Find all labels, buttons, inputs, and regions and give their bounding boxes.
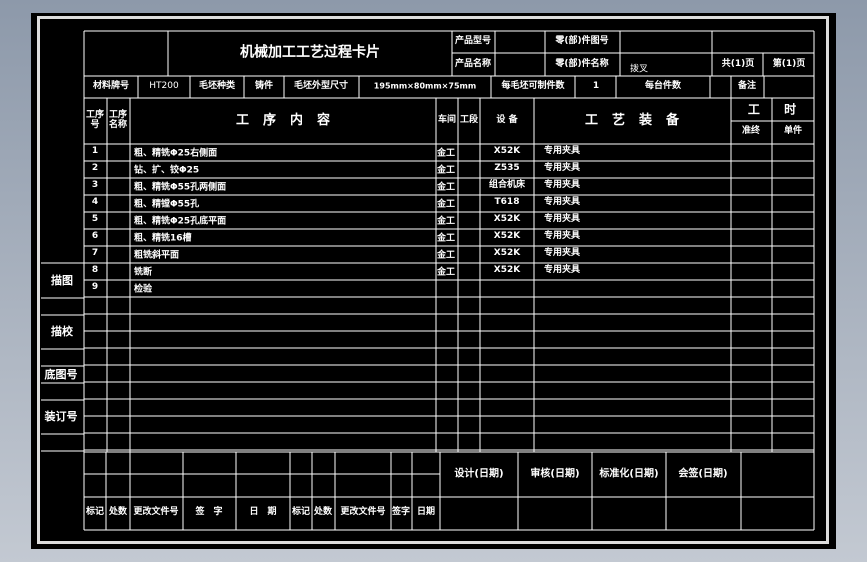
op-equipment: Z535 (494, 163, 520, 174)
parts-per-unit-label: 每台件数 (644, 81, 682, 92)
op-tooling: 专用夹具 (543, 214, 581, 225)
op-content: 粗、精铣Φ25孔底平面 (134, 216, 227, 227)
card-title: 机械加工工艺过程卡片 (240, 44, 380, 61)
op-tooling: 专用夹具 (543, 231, 581, 242)
signoff-countersign: 会签(日期) (678, 468, 728, 480)
part-no-label: 零(部)件图号 (555, 36, 609, 47)
op-tooling: 专用夹具 (543, 265, 581, 276)
op-equipment: 组合机床 (488, 180, 526, 191)
op-content: 钻、扩、铰Φ25 (134, 165, 200, 176)
material-label: 材料牌号 (92, 81, 130, 92)
revision-change-doc-2: 更改文件号 (340, 507, 386, 518)
header-time: 工 时 (747, 102, 807, 117)
op-number: 6 (91, 231, 99, 242)
op-number: 2 (91, 163, 99, 174)
material-value: HT200 (149, 81, 179, 92)
op-number: 7 (91, 248, 99, 259)
blank-size-label: 毛坯外型尺寸 (293, 81, 349, 92)
op-number: 4 (91, 197, 99, 208)
revision-signature: 签 字 (195, 507, 223, 518)
revision-date-2: 日期 (416, 507, 436, 518)
op-workshop: 金工 (437, 267, 456, 278)
op-workshop: 金工 (437, 233, 456, 244)
parts-per-blank-value: 1 (592, 81, 600, 92)
header-tooling: 工艺装备 (584, 112, 694, 128)
op-content: 粗、精镗Φ55孔 (134, 199, 200, 210)
side-label-binding-no: 装订号 (44, 409, 78, 423)
op-number: 8 (91, 265, 99, 276)
op-equipment: X52K (493, 146, 521, 157)
op-equipment: X52K (493, 265, 521, 276)
op-equipment: X52K (493, 248, 521, 259)
op-tooling: 专用夹具 (543, 197, 581, 208)
header-equipment: 设 备 (496, 115, 518, 126)
op-workshop: 金工 (437, 199, 456, 210)
revision-signature-2: 签字 (391, 507, 411, 518)
op-content: 铣断 (134, 267, 153, 278)
op-workshop: 金工 (437, 250, 456, 261)
page-number: 第(1)页 (772, 59, 806, 70)
revision-date: 日 期 (249, 507, 277, 518)
op-content: 粗铣斜平面 (134, 250, 180, 261)
remarks-label: 备注 (737, 81, 757, 92)
op-equipment: X52K (493, 214, 521, 225)
drawing-border (37, 16, 829, 544)
drawing-sheet (31, 13, 836, 549)
product-name-label: 产品名称 (454, 59, 492, 70)
side-label-tracing-check: 描校 (51, 324, 73, 338)
op-workshop: 金工 (437, 165, 456, 176)
header-op-name: 工序 名称 (108, 110, 128, 130)
op-content: 粗、精铣Φ55孔两侧面 (134, 182, 227, 193)
op-equipment: T618 (494, 197, 520, 208)
op-workshop: 金工 (437, 216, 456, 227)
op-tooling: 专用夹具 (543, 180, 581, 191)
signoff-standardize: 标准化(日期) (599, 468, 659, 480)
op-workshop: 金工 (437, 148, 456, 159)
blank-type-value: 铸件 (254, 81, 274, 92)
blank-type-label: 毛坯种类 (198, 81, 236, 92)
op-content: 粗、精铣16槽 (134, 233, 192, 244)
product-model-label: 产品型号 (454, 36, 492, 47)
op-content: 检验 (134, 284, 153, 295)
op-number: 5 (91, 214, 99, 225)
blank-size-value: 195mm×80mm×75mm (373, 81, 477, 91)
part-name: 拨叉 (630, 64, 649, 75)
parts-per-blank-label: 每毛坯可制件数 (501, 81, 565, 92)
op-tooling: 专用夹具 (543, 163, 581, 174)
op-equipment: X52K (493, 231, 521, 242)
op-number: 1 (91, 146, 99, 157)
revision-mark: 标记 (85, 507, 105, 518)
revision-count-2: 处数 (313, 507, 333, 518)
op-workshop: 金工 (437, 182, 456, 193)
op-number: 9 (91, 282, 99, 293)
side-label-tracing: 描图 (51, 273, 73, 287)
op-number: 3 (91, 180, 99, 191)
revision-change-doc: 更改文件号 (133, 507, 179, 518)
header-workshop: 车间 (437, 115, 457, 126)
side-label-base-drawing-no: 底图号 (44, 367, 78, 381)
header-section: 工段 (459, 115, 479, 126)
header-unit-time: 单件 (783, 126, 803, 137)
revision-mark-2: 标记 (291, 507, 311, 518)
op-content: 粗、精铣Φ25右侧面 (134, 148, 218, 159)
total-pages: 共(1)页 (721, 59, 755, 70)
header-prep-time: 准终 (741, 126, 761, 137)
part-name-label: 零(部)件名称 (555, 59, 609, 70)
header-op-no: 工序 号 (85, 110, 105, 130)
signoff-design: 设计(日期) (454, 468, 504, 480)
revision-count: 处数 (108, 507, 128, 518)
op-tooling: 专用夹具 (543, 146, 581, 157)
signoff-review: 审核(日期) (530, 468, 580, 480)
op-tooling: 专用夹具 (543, 248, 581, 259)
header-op-content: 工序内容 (235, 112, 345, 128)
